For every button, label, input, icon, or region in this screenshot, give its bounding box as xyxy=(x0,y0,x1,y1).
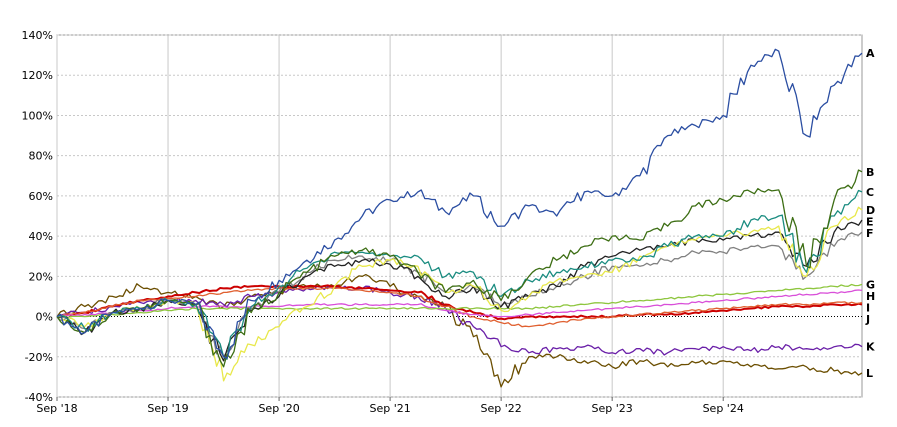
x-tick-label: Sep '23 xyxy=(592,402,633,415)
series-line-J xyxy=(56,284,863,321)
x-tick-label: Sep '19 xyxy=(147,402,188,415)
series-label-L: L xyxy=(866,367,873,380)
series-line-I xyxy=(56,286,863,328)
series-label-F: F xyxy=(866,227,874,240)
x-tick-label: Sep '18 xyxy=(36,402,77,415)
series-line-H xyxy=(56,289,863,318)
y-tick-label: 40% xyxy=(29,230,53,243)
y-tick-label: 120% xyxy=(22,69,53,82)
series-label-I: I xyxy=(866,301,870,314)
series-label-G: G xyxy=(866,278,875,291)
y-axis: 140% 120% 100% 80% 60% 40% 20% 0% -20% -40% xyxy=(22,29,53,404)
series-label-J: J xyxy=(865,313,870,326)
series-label-A: A xyxy=(866,47,875,60)
series-label-B: B xyxy=(866,166,874,179)
x-tick-label: Sep '21 xyxy=(369,402,410,415)
series-line-B xyxy=(56,169,863,368)
series-label-E: E xyxy=(866,215,874,228)
series-line-G xyxy=(56,283,863,319)
y-tick-label: 20% xyxy=(29,270,53,283)
plot-frame xyxy=(56,34,863,398)
x-tick-label: Sep '20 xyxy=(258,402,299,415)
series-line-K xyxy=(56,285,863,356)
x-tick-label: Sep '22 xyxy=(481,402,522,415)
series-lines xyxy=(56,48,863,388)
series-line-A xyxy=(56,48,863,359)
y-tick-label: 140% xyxy=(22,29,53,42)
x-tick-label: Sep '24 xyxy=(703,402,744,415)
series-label-D: D xyxy=(866,204,875,217)
y-tick-label: 80% xyxy=(29,150,53,163)
series-label-H: H xyxy=(866,290,875,303)
series-label-C: C xyxy=(866,186,874,199)
grid xyxy=(56,34,863,398)
series-line-C xyxy=(56,189,863,360)
y-tick-label: 100% xyxy=(22,109,53,122)
y-tick-label: 0% xyxy=(36,311,53,324)
y-tick-label: 60% xyxy=(29,190,53,203)
series-label-K: K xyxy=(866,341,875,354)
y-tick-label: -40% xyxy=(25,391,53,404)
y-tick-label: -20% xyxy=(25,351,53,364)
x-axis: Sep '18 Sep '19 Sep '20 Sep '21 Sep '22 Sep '… xyxy=(36,397,744,415)
